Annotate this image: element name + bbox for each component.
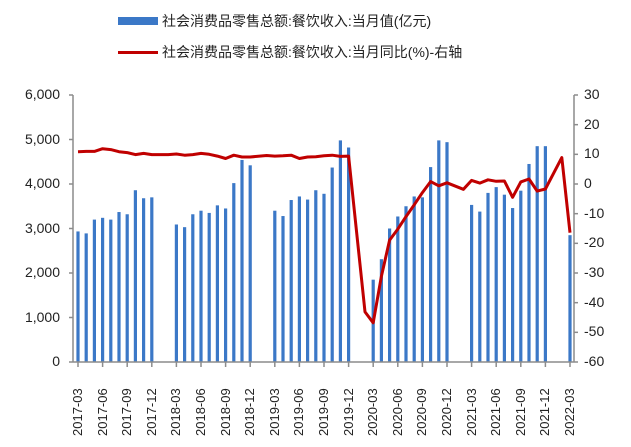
right-tick-label: -40: [584, 293, 605, 310]
x-tick-label: 2019-12: [340, 388, 356, 436]
right-tick-label: -60: [584, 353, 605, 369]
right-tick-label: 30: [584, 86, 600, 102]
bar: [379, 259, 383, 362]
x-tick-label: 2017-03: [70, 388, 85, 436]
x-tick-label: 2017-06: [94, 388, 110, 436]
x-tick-label: 2021-12: [537, 388, 553, 436]
bar: [215, 205, 219, 362]
bar: [412, 196, 416, 362]
x-tick-label: 2019-03: [266, 388, 282, 436]
right-tick-label: -10: [584, 204, 605, 221]
x-tick-label: 2020-12: [439, 388, 454, 436]
bar: [273, 210, 277, 362]
legend-item-line: 社会消费品零售总额:餐饮收入:当月同比(%)-右轴: [118, 42, 462, 62]
bar: [404, 206, 408, 362]
x-tick-label: 2020-06: [389, 388, 405, 436]
bar: [142, 198, 146, 362]
bar: [289, 200, 293, 362]
bar: [470, 204, 474, 362]
x-tick-label: 2021-09: [512, 388, 528, 436]
left-tick-label: 4,000: [24, 175, 60, 191]
bar: [445, 142, 449, 362]
x-tick-label: 2018-03: [168, 388, 184, 436]
left-tick-label: 3,000: [24, 219, 60, 236]
bar: [117, 212, 121, 362]
bar: [109, 219, 113, 362]
left-tick-label: 6,000: [24, 86, 60, 102]
bar: [207, 212, 211, 362]
legend-swatch-bar: [118, 17, 158, 25]
left-tick-label: 2,000: [24, 264, 60, 280]
bar: [133, 190, 137, 362]
bar: [224, 208, 228, 362]
bar: [330, 167, 334, 362]
bar: [150, 197, 154, 362]
bar: [92, 219, 96, 362]
x-tick-label: 2018-12: [242, 388, 258, 436]
legend-label-bar: 社会消费品零售总额:餐饮收入:当月值(亿元): [162, 13, 432, 29]
bar: [511, 208, 515, 362]
x-tick-label: 2020-03: [365, 388, 381, 436]
yoy-line: [77, 147, 572, 325]
bar: [232, 183, 236, 362]
bar: [519, 190, 523, 362]
x-tick-label: 2020-09: [414, 388, 430, 436]
bar: [199, 210, 203, 362]
bar: [76, 231, 80, 362]
bar: [174, 224, 178, 362]
bar: [314, 190, 318, 362]
bar: [388, 228, 392, 362]
bar: [101, 217, 105, 362]
bar: [502, 194, 506, 362]
bar: [347, 147, 351, 362]
bar: [429, 167, 433, 362]
x-tick-label: 2017-09: [119, 388, 135, 436]
bar: [527, 163, 531, 362]
legend-label-line: 社会消费品零售总额:餐饮收入:当月同比(%)-右轴: [162, 44, 463, 60]
bar: [535, 146, 539, 362]
x-tick-label: 2019-09: [316, 388, 331, 436]
bar: [437, 140, 441, 362]
x-tick-label: 2018-09: [217, 388, 233, 436]
bar: [281, 216, 285, 362]
right-tick-label: -30: [584, 264, 605, 280]
x-tick-label: 2018-06: [193, 388, 208, 436]
x-tick-label: 2017-12: [143, 388, 159, 436]
left-tick-label: 5,000: [24, 130, 60, 147]
bar: [125, 214, 129, 362]
bar: [191, 214, 195, 362]
legend-item-bar: 社会消费品零售总额:餐饮收入:当月值(亿元): [118, 11, 431, 31]
left-tick-label: 1,000: [24, 308, 60, 325]
right-tick-label: 10: [584, 145, 600, 162]
left-tick-label: 0: [52, 353, 60, 369]
bar: [297, 196, 301, 362]
bar: [568, 235, 572, 362]
x-tick-label: 2021-03: [463, 388, 479, 436]
right-tick-label: -20: [584, 234, 605, 251]
bar: [543, 146, 547, 362]
right-tick-label: -50: [584, 323, 605, 340]
legend-swatch-line: [118, 50, 158, 54]
bar: [306, 199, 310, 362]
x-tick-label: 2019-06: [291, 388, 307, 436]
bar: [486, 192, 490, 362]
bar: [478, 211, 482, 362]
bar: [183, 227, 187, 362]
x-tick-label: 2021-06: [488, 388, 504, 436]
bar: [494, 187, 498, 362]
bar: [396, 216, 400, 362]
bar-series: [76, 140, 572, 362]
bar: [84, 233, 88, 362]
bar: [248, 165, 252, 362]
right-tick-label: 0: [584, 175, 592, 191]
right-tick-label: 20: [584, 115, 600, 132]
bar: [240, 159, 244, 362]
bar: [322, 193, 326, 362]
bar: [420, 197, 424, 362]
bar: [338, 140, 342, 362]
x-tick-label: 2022-03: [562, 388, 577, 436]
